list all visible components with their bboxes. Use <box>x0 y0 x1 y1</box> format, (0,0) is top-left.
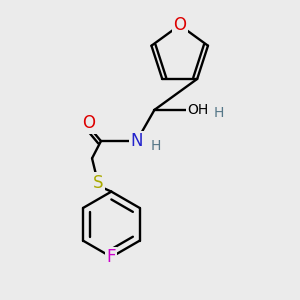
Text: H: H <box>151 139 161 152</box>
Text: H: H <box>213 106 224 120</box>
Text: N: N <box>130 132 143 150</box>
Text: O: O <box>82 114 96 132</box>
Text: O: O <box>173 16 186 34</box>
Text: OH: OH <box>187 103 208 117</box>
Text: S: S <box>93 174 103 192</box>
Text: F: F <box>106 248 116 266</box>
